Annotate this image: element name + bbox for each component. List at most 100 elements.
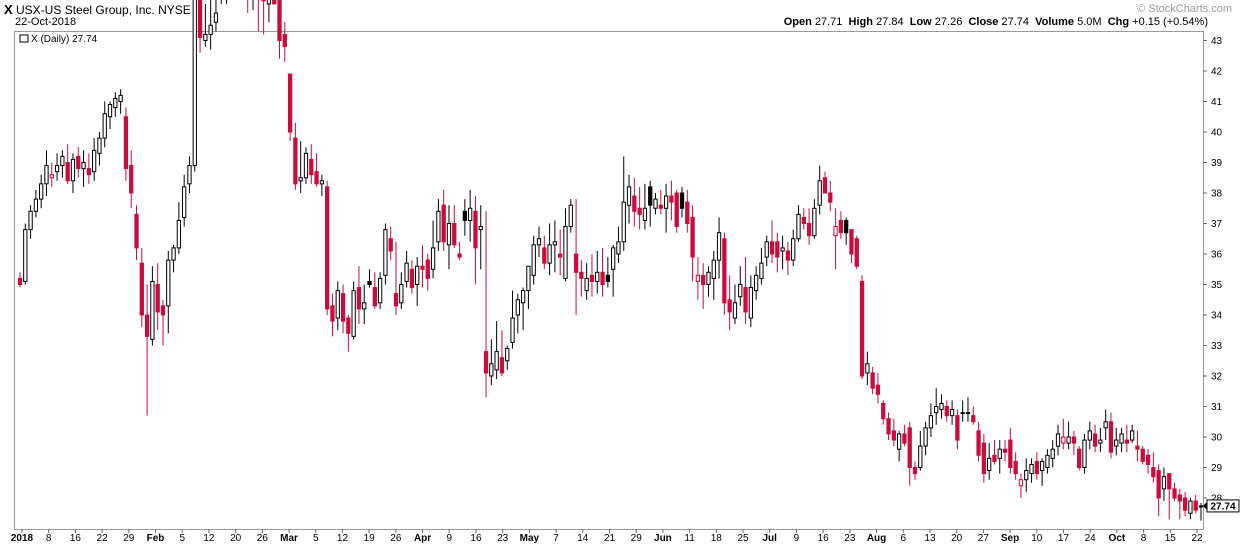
candle-body (282, 33, 287, 48)
candle (690, 205, 695, 282)
candle-body (653, 198, 658, 209)
candle-body (944, 406, 949, 417)
candle-body (473, 210, 478, 249)
candle-body (356, 287, 362, 310)
candle (160, 299, 166, 346)
candle (1082, 433, 1087, 474)
candle (780, 235, 785, 270)
candle (854, 235, 859, 270)
candle (1098, 427, 1103, 453)
candle-body (520, 290, 526, 304)
candle (76, 147, 81, 178)
last-price-label: 27.74 (1210, 501, 1235, 512)
candle-body (1018, 479, 1024, 487)
candle (425, 254, 430, 291)
candle-body (60, 155, 65, 167)
y-tick-label: 31 (1211, 402, 1223, 413)
chg-value: +0.15 (+0.54%) (1132, 16, 1208, 28)
candle (266, 0, 272, 23)
candle-body (796, 213, 801, 240)
candle-body (335, 290, 340, 319)
chg-label: Chg (1107, 16, 1130, 28)
candle (1114, 427, 1119, 456)
candle (775, 232, 780, 273)
candle-body (409, 268, 415, 289)
x-tick-label: 6 (900, 533, 906, 544)
candle-body (446, 223, 452, 246)
legend-text: X (Daily) 27.74 (31, 34, 98, 45)
candle (653, 193, 658, 215)
candle-body (960, 412, 965, 415)
candle-body (330, 305, 335, 322)
x-tick-label: 26 (390, 533, 402, 544)
candle (552, 220, 558, 273)
candle-body (23, 229, 28, 282)
candle-body (870, 372, 875, 389)
x-tick-label: Mar (280, 533, 298, 544)
candle-body (1039, 460, 1045, 472)
candle (955, 409, 960, 450)
candle (362, 284, 367, 325)
candle-body (346, 317, 351, 334)
x-tick-label: 26 (257, 533, 269, 544)
candle (252, 0, 254, 10)
candle (902, 424, 907, 447)
candle-body (552, 241, 558, 246)
candle (817, 165, 822, 215)
candle (1172, 482, 1177, 502)
candle (886, 412, 891, 441)
candle-body (1045, 454, 1050, 468)
y-tick-label: 40 (1211, 128, 1223, 139)
candle (732, 284, 738, 325)
candle-body (505, 348, 510, 362)
candle (833, 208, 838, 270)
candle-body (828, 192, 833, 203)
candle-body (452, 223, 457, 246)
candle-body (1092, 433, 1098, 447)
candle (409, 260, 415, 294)
candle (806, 208, 812, 245)
candle (748, 275, 753, 328)
candle-body (896, 433, 902, 450)
candle (107, 101, 113, 129)
candle (526, 265, 531, 309)
candle-body (113, 97, 118, 109)
candle-body (997, 448, 1002, 459)
candle (33, 189, 39, 218)
candle-body (753, 274, 759, 292)
candle (1092, 424, 1098, 453)
candle-body (1161, 476, 1167, 490)
candle-body (849, 229, 854, 255)
x-tick-label: 21 (604, 533, 616, 544)
candle (891, 418, 896, 447)
candle-body (595, 271, 600, 282)
candle-body (489, 363, 494, 377)
candle (293, 122, 298, 190)
candle (404, 250, 409, 288)
candle (330, 293, 335, 337)
candle (648, 180, 653, 227)
candle-body (351, 290, 356, 337)
candle-body (107, 104, 113, 118)
candle-body (626, 186, 632, 206)
candle-body (383, 229, 388, 276)
candle (346, 315, 351, 352)
candle (881, 400, 886, 425)
candle-body (261, 0, 266, 2)
candle-body (293, 137, 298, 185)
candle (632, 177, 637, 227)
candle (589, 254, 595, 297)
candle-body (822, 177, 828, 194)
volume-value: 5.0M (1077, 16, 1102, 28)
candle-body (568, 204, 573, 228)
candle-body (928, 415, 934, 429)
candle-body (987, 457, 992, 472)
candle-body (441, 204, 446, 243)
candle (86, 153, 91, 184)
candle-body (277, 0, 282, 41)
candle (1066, 421, 1071, 450)
x-tick-label: 17 (1058, 533, 1070, 544)
candle (298, 141, 303, 193)
candle-body (965, 412, 971, 415)
